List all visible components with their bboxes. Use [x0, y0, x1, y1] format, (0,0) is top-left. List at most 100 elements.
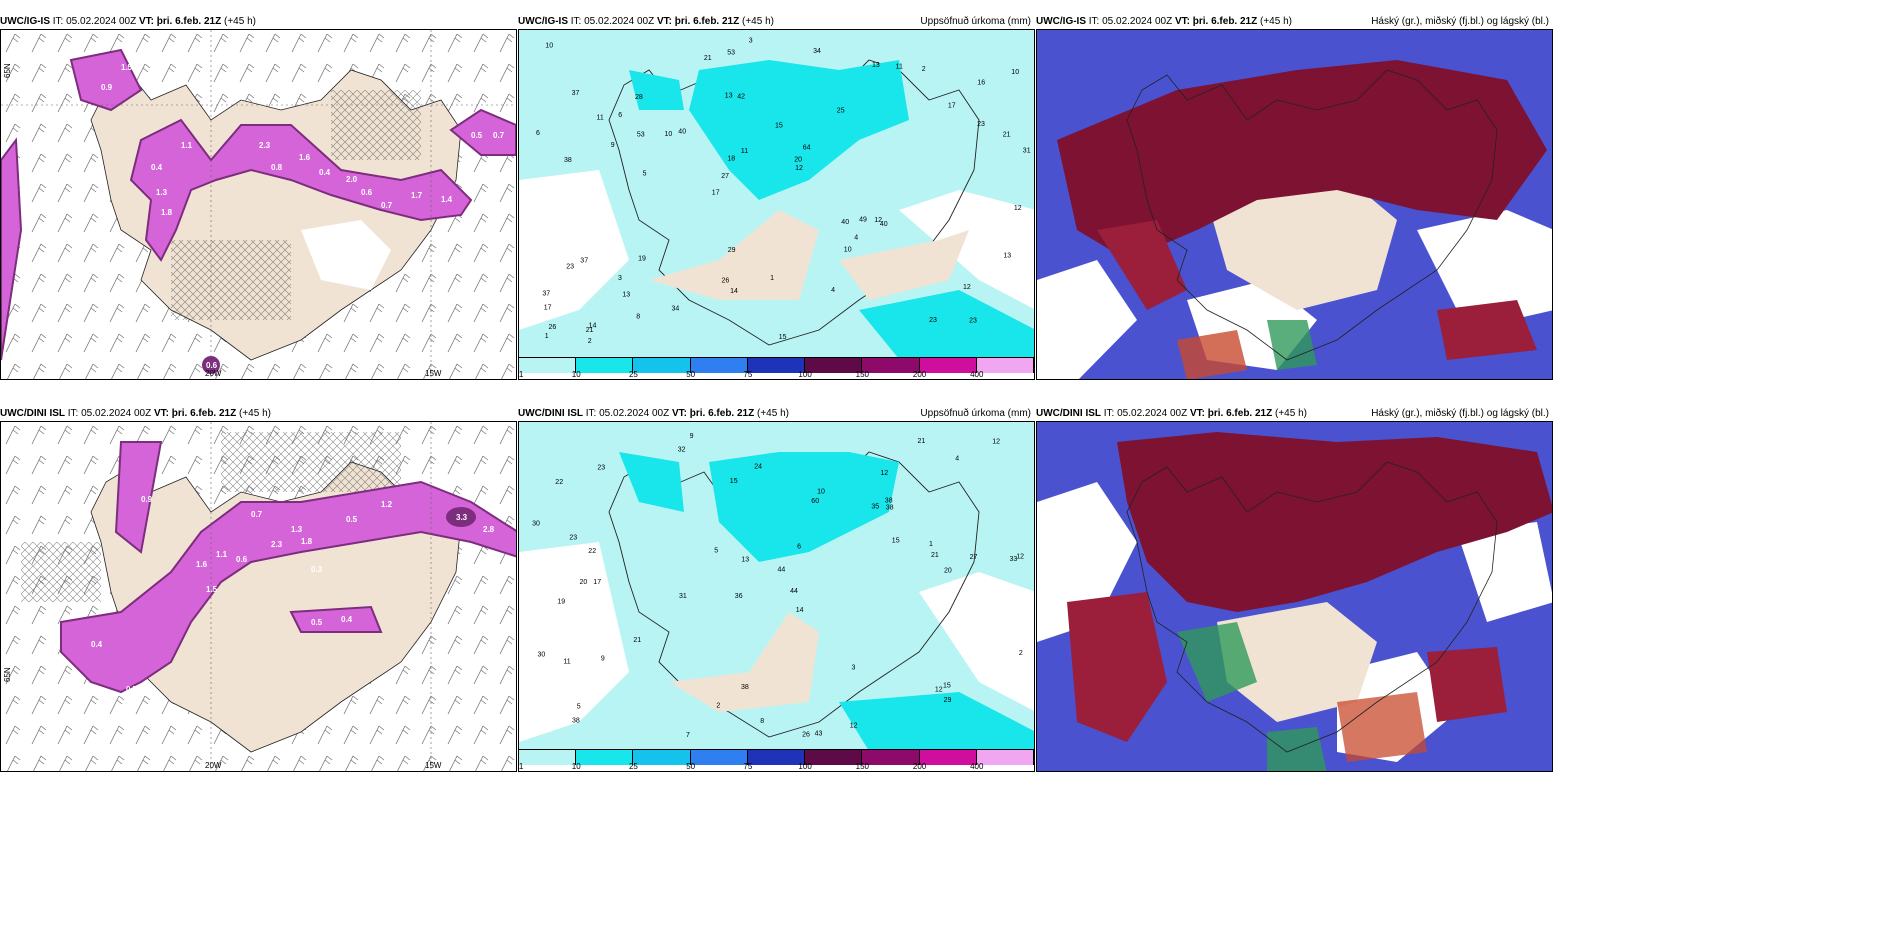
station-value: 19 [557, 599, 565, 606]
station-value: 21 [586, 327, 594, 334]
model-name: UWC/DINI ISL [0, 408, 65, 419]
snow-band [129, 118, 473, 262]
station-value: 30 [532, 520, 540, 527]
snow-value: 0.7 [381, 201, 393, 210]
station-value: 44 [778, 566, 786, 573]
snow-value: 1.5 [121, 63, 133, 72]
panel-precip-bottom: UWC/DINI ISL IT: 05.02.2024 00Z VT: þri.… [518, 406, 1035, 772]
station-value: 29 [728, 247, 736, 254]
station-value: 21 [918, 438, 926, 445]
station-value: 37 [572, 90, 580, 97]
station-value: 12 [880, 470, 888, 477]
colorbar-label: 150 [855, 762, 870, 771]
colorbar-swatch [862, 358, 920, 373]
lon-label: 15W [425, 369, 442, 378]
colorbar-label: 1 [518, 370, 524, 379]
snow-value: 2.3 [259, 141, 271, 150]
colorbar-swatch [919, 358, 977, 373]
station-value: 11 [741, 148, 748, 155]
station-value: 34 [672, 306, 680, 313]
colorbar-label: 400 [970, 762, 984, 771]
snow-value: 1.6 [299, 153, 311, 162]
station-value: 3 [852, 665, 856, 672]
station-value: 2 [1019, 650, 1023, 657]
field-title: Háský (gr.), miðský (fj.bl.) og lágský (… [1371, 16, 1549, 27]
station-value: 23 [566, 264, 574, 271]
snow-value: 0.5 [471, 131, 483, 140]
valid-label: VT: [656, 16, 672, 27]
station-value: 14 [730, 288, 738, 295]
valid-label: VT: [153, 408, 169, 419]
station-value: 18 [727, 156, 735, 163]
station-value: 2 [922, 66, 926, 73]
snow-value: 1.5 [206, 585, 218, 594]
cloud-map[interactable] [1036, 421, 1553, 772]
init-time: IT: 05.02.2024 00Z [1088, 16, 1173, 27]
colorbar-label: 100 [798, 762, 812, 771]
colorbar-label: 100 [798, 370, 812, 379]
station-value: 12 [1016, 553, 1024, 560]
init-time: IT: 05.02.2024 00Z [570, 16, 655, 27]
precip-map[interactable]: 9 12 33 36 14 17 22 35 19 60 44 38 32 31 26 43 38 21 15 21 2… [518, 421, 1035, 772]
station-value: 38 [885, 498, 893, 505]
lon-label: 20W [205, 369, 222, 378]
colorbar: 1 10 25 50 75 100 150 200 400 [519, 357, 1034, 379]
station-value: 10 [844, 247, 852, 254]
snow-value: 0.5 [346, 515, 358, 524]
station-value: 23 [977, 121, 985, 128]
snow-band [60, 480, 516, 694]
snow-value: 1.1 [181, 141, 193, 150]
cloud-map-svg [1037, 30, 1552, 379]
station-value: 23 [969, 318, 977, 325]
station-value: 12 [850, 723, 858, 730]
snow-map-svg: 0.7 1.3 2.3 1.8 0.5 3.3 2.8 0.4 1.6 1.1 … [1, 422, 516, 771]
cloud-map[interactable] [1036, 29, 1553, 380]
station-value: 12 [1014, 205, 1022, 212]
station-value: 40 [678, 129, 686, 136]
iceland-outline [608, 451, 980, 738]
station-value: 42 [737, 94, 745, 101]
valid-time: þri. 6.feb. 21Z [674, 16, 740, 27]
snow-value: 2.0 [346, 175, 358, 184]
station-value: 40 [841, 219, 849, 226]
iceland-outline [1126, 69, 1498, 361]
station-value: 15 [943, 683, 951, 690]
station-value: 44 [790, 588, 798, 595]
station-value: 40 [880, 221, 888, 228]
snow-value: 0.4 [341, 615, 353, 624]
station-value: 14 [796, 607, 804, 614]
station-value: 20 [580, 579, 588, 586]
station-value: 26 [722, 278, 730, 285]
colorbar-swatch [976, 750, 1034, 765]
lon-label: 20W [205, 761, 222, 770]
colorbar: 1 10 25 50 75 100 150 200 400 [519, 749, 1034, 771]
station-value: 31 [1023, 148, 1031, 155]
lead-time: (+45 h) [757, 408, 789, 419]
snow-map[interactable]: 0.4 1.1 2.3 1.6 0.8 2.0 0.7 1.7 1.4 0.6 … [0, 29, 517, 380]
colorbar-swatch [576, 358, 634, 373]
station-value: 12 [795, 165, 803, 172]
valid-time: þri. 6.feb. 21Z [689, 408, 755, 419]
precip-map[interactable]: 23 38 16 17 25 14 13 15 37 40 17 13 42 64 40 37 53 31 40 23… [518, 29, 1035, 380]
colorbar-swatch [862, 750, 920, 765]
station-value: 11 [597, 115, 604, 122]
field-title: Háský (gr.), miðský (fj.bl.) og lágský (… [1371, 408, 1549, 419]
valid-time: þri. 6.feb. 21Z [1192, 16, 1258, 27]
colorbar-label: 10 [571, 370, 581, 379]
colorbar-swatch [976, 358, 1034, 373]
snow-value: 1.7 [411, 191, 423, 200]
colorbar-swatch [747, 358, 806, 373]
snow-value: 1.4 [441, 195, 453, 204]
station-value: 38 [886, 504, 894, 511]
station-value: 22 [588, 548, 596, 555]
station-value: 36 [735, 593, 743, 600]
snow-value: 0.9 [141, 495, 153, 504]
station-value: 11 [563, 658, 570, 665]
station-value: 17 [593, 579, 601, 586]
station-value: 4 [854, 235, 858, 242]
cloud-map-svg [1037, 422, 1552, 771]
snow-map[interactable]: 0.7 1.3 2.3 1.8 0.5 3.3 2.8 0.4 1.6 1.1 … [0, 421, 517, 772]
lon-label: 15W [425, 761, 442, 770]
station-value: 60 [811, 498, 819, 505]
